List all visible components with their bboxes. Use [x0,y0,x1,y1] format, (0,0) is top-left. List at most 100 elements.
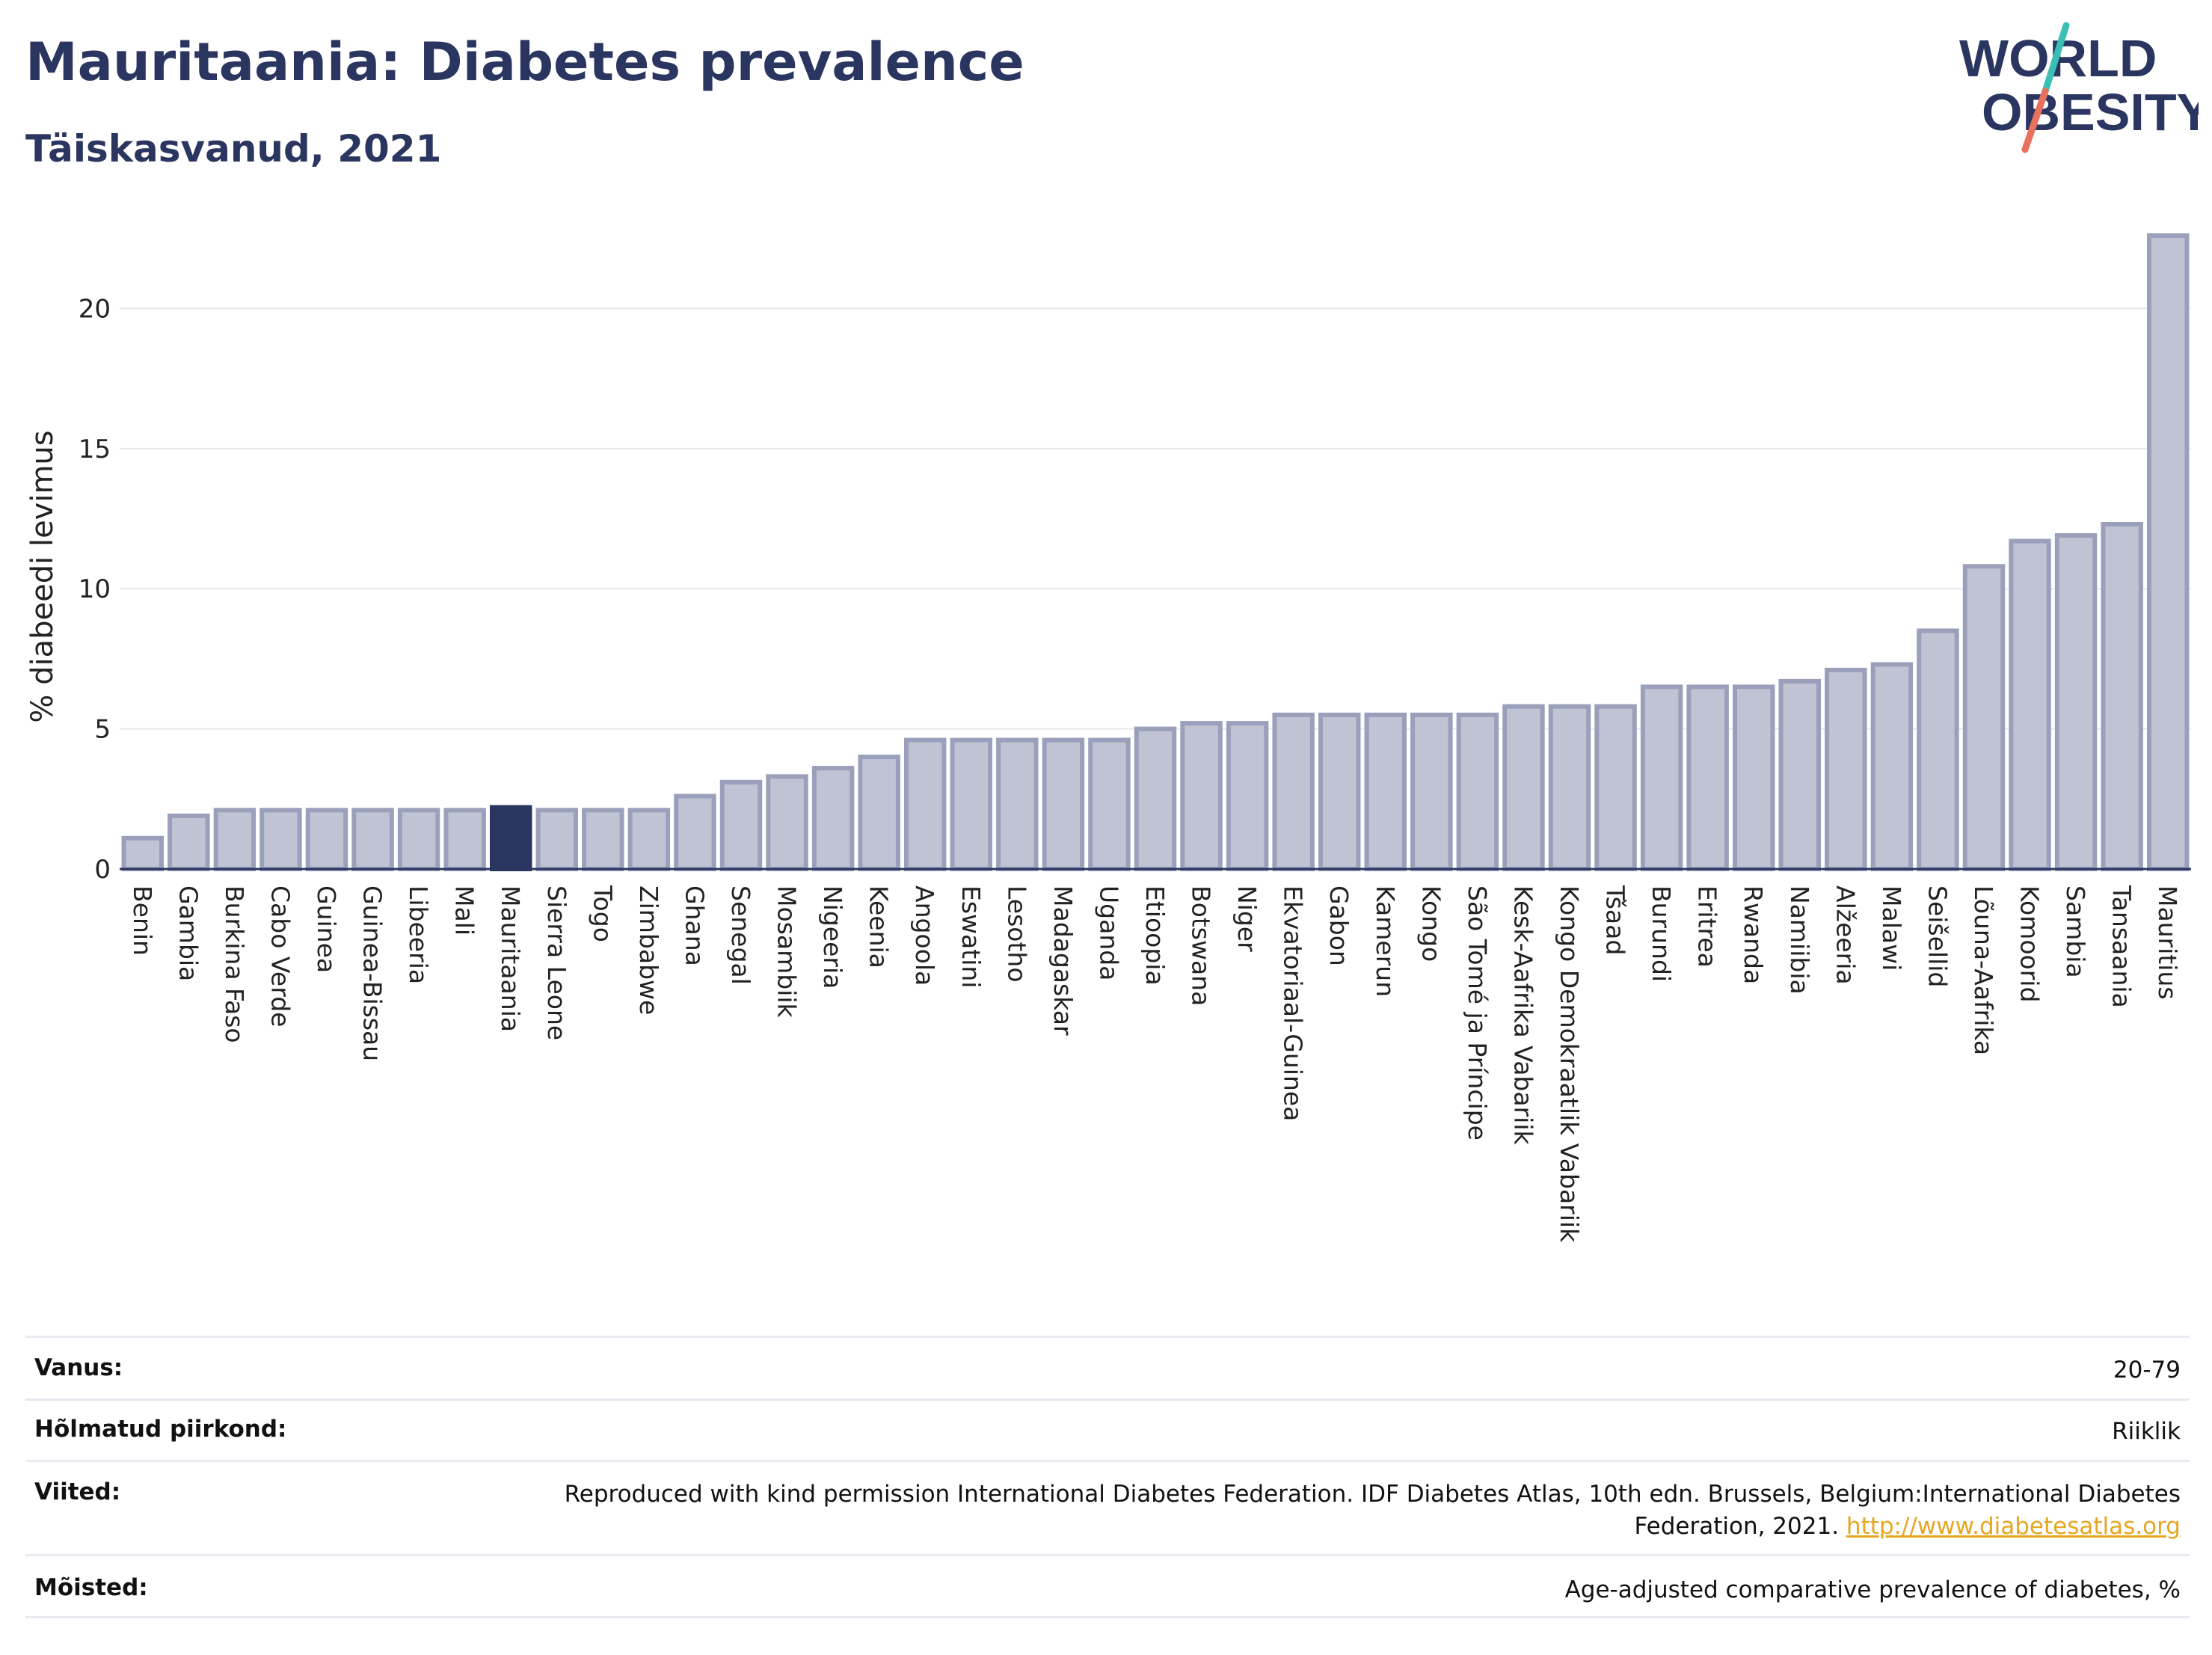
metadata-table: Vanus: 20-79 Hõlmatud piirkond: Riiklik … [25,1336,2190,1618]
bar [674,793,716,871]
x-tick-label: Mali [450,885,479,936]
references-text: Reproduced with kind permission Internat… [564,1481,2181,1540]
region-label: Hõlmatud piirkond: [34,1416,287,1443]
bar [1640,684,1683,871]
bar [1134,726,1177,872]
x-tick-label: Seišellid [1923,885,1952,987]
x-tick-label: Kongo Demokraatlik Vabariik [1555,885,1584,1243]
logo-slash-bottom [2021,87,2049,153]
x-tick-label: Burundi [1647,885,1676,982]
references-value: Reproduced with kind permission Internat… [550,1479,2181,1543]
logo-slash-top [2042,22,2070,95]
x-tick-label: Keenia [864,885,894,968]
x-tick-label: Niger [1232,885,1262,952]
bar [1917,628,1959,871]
x-tick-label: Burkina Faso [220,885,249,1043]
x-tick-label: Mauritius [2153,885,2182,1000]
x-tick-label: Alžeeria [1831,885,1860,985]
bar [2146,233,2190,871]
bar [766,774,808,872]
bar [1410,712,1453,871]
bar [996,737,1039,871]
bar [1870,662,1914,871]
x-tick-label: Sambia [2061,885,2090,978]
x-tick-label: Eswatini [956,885,986,988]
bar [397,808,440,871]
y-axis-label: % diabeedi levimus [25,430,60,722]
bar [2054,533,2098,871]
diabetes-atlas-link[interactable]: http://www.diabetesatlas.org [1846,1513,2181,1540]
bar [1088,737,1131,871]
x-tick-label: Senegal [726,885,755,985]
x-tick-label: Etioopia [1140,885,1170,986]
bar [305,808,348,871]
x-tick-label: Malawi [1877,885,1906,971]
x-tick-label: Kesk-Aafrika Vabariik [1508,885,1537,1145]
x-tick-label: Mosambiik [772,885,802,1019]
x-tick-label: Rwanda [1739,885,1768,984]
x-tick-label: Ghana [680,885,709,966]
x-tick-label: Eritrea [1693,885,1722,968]
x-tick-label: Botswana [1187,885,1216,1006]
bar [1226,721,1269,871]
x-tick-label: Nigeeria [818,885,847,989]
meta-row-region: Hõlmatud piirkond: Riiklik [25,1398,2190,1460]
bar [2009,538,2051,871]
bar [1456,712,1499,871]
x-tick-label: Angoola [910,885,939,986]
x-tick-label: Gabon [1324,885,1354,966]
x-tick-label: Togo [588,885,617,942]
x-tick-label: Ekvatoriaal-Guinea [1279,885,1308,1121]
x-tick-label: Uganda [1094,885,1123,980]
meta-row-references: Viited: Reproduced with kind permission … [25,1460,2190,1554]
bar [2101,522,2143,871]
bar [535,808,579,871]
x-tick-label: Gambia [173,885,203,981]
x-tick-label: Lesotho [1002,885,1031,983]
logo-text-obesity: OBESITY [1982,83,2199,141]
x-tick-label: Madagaskar [1048,885,1078,1036]
definitions-value: Age-adjusted comparative prevalence of d… [1564,1576,2181,1603]
bar [351,808,394,871]
bar [1778,678,1822,871]
x-tick-label: Zimbabwe [634,885,663,1015]
x-tick-label: Namiibia [1785,885,1814,995]
bar [1732,684,1775,871]
bar [1042,737,1085,871]
bar [1180,721,1223,871]
x-tick-label: Mauritaania [496,885,525,1032]
x-tick-label: Komoorid [2015,885,2044,1002]
x-tick-label: Sierra Leone [542,885,571,1040]
x-tick-label: Lõuna-Aafrika [1969,885,1998,1055]
x-tick-label: Cabo Verde [265,885,295,1027]
x-tick-label: Tšaad [1601,885,1630,955]
x-tick-label: Kamerun [1371,885,1400,997]
bar [1318,712,1361,871]
bar [950,737,993,871]
y-tick-label: 20 [79,294,111,324]
bar [259,808,302,871]
world-obesity-logo: WORLD OBESITY [1959,22,2199,153]
y-tick-label: 10 [79,574,111,604]
bar [213,808,256,871]
definitions-label: Mõisted: [34,1574,148,1601]
bar [121,835,165,872]
bar-chart: 0 5 10 15 20 % diabeedi levimus Benin Gambia Bur… [25,233,2191,1243]
x-tick-label: Guinea [312,885,341,973]
x-tick-label: Benin [128,885,157,956]
bar [168,813,210,871]
bar [582,808,624,871]
meta-row-definitions: Mõisted: Age-adjusted comparative preval… [25,1554,2190,1618]
bar [1594,704,1637,872]
bar [719,779,763,871]
bar [1686,684,1729,871]
chart-title: Mauritaania: Diabetes prevalence [25,31,1024,93]
y-tick-label: 15 [79,435,111,464]
bar [1272,712,1315,871]
bar [443,808,486,871]
bar [1364,712,1407,871]
age-label: Vanus: [34,1354,123,1381]
x-tick-label: Guinea-Bissau [358,885,387,1061]
bar [1502,704,1545,872]
references-label: Viited: [34,1479,121,1505]
